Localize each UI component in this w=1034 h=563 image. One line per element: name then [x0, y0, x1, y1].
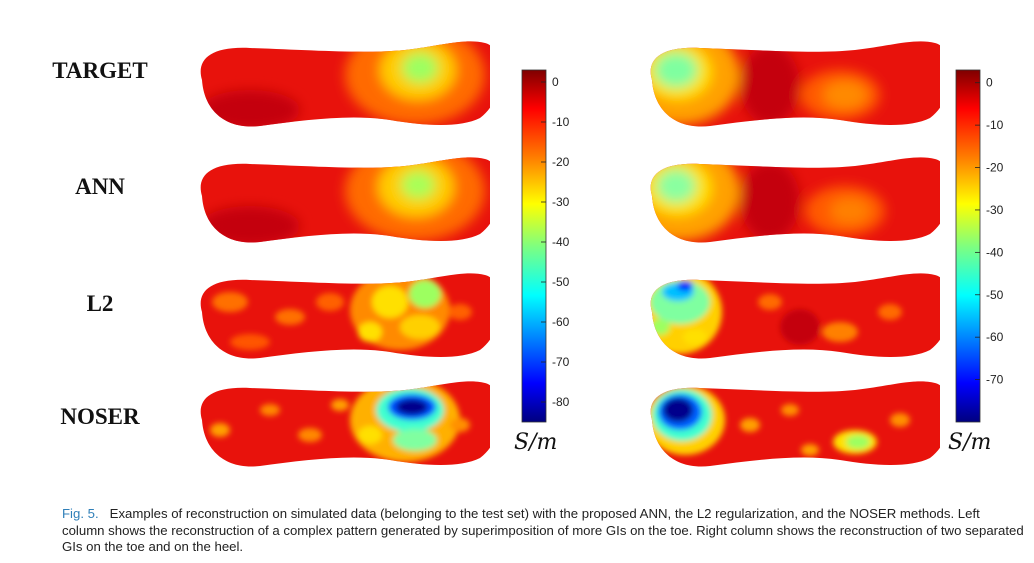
foot-map-ann-left [200, 157, 490, 243]
colorbar-right-tick-label: -30 [986, 203, 1004, 217]
colorbar-left-tick-label: -10 [552, 115, 570, 129]
caption-text: Examples of reconstruction on simulated … [62, 506, 1024, 554]
colorbar-left-tick-label: -50 [552, 275, 570, 289]
colorbar-right-unit: S/m [948, 430, 992, 455]
colorbar-right-tick-label: -70 [986, 373, 1004, 387]
colorbar-right-tick-label: -40 [986, 245, 1004, 259]
figure-label: Fig. 5. [62, 506, 99, 521]
colorbar-right-tick-label: -20 [986, 161, 1004, 175]
row-label-noser: NOSER [60, 404, 140, 429]
colorbar-left-tick-label: 0 [552, 75, 559, 89]
colorbar-left-tick-label: -80 [552, 395, 570, 409]
foot-map-ann-right [650, 157, 940, 243]
foot-map-target-left [200, 41, 490, 127]
colorbar-left-unit: S/m [514, 430, 558, 455]
figure-caption: Fig. 5. Examples of reconstruction on si… [62, 506, 1024, 556]
foot-map-l2-left [200, 273, 490, 359]
colorbar-left-tick-label: -70 [552, 355, 570, 369]
colorbar-left-tick-label: -20 [552, 155, 570, 169]
colorbar-right-tick-label: 0 [986, 76, 993, 90]
colorbar-right-tick-label: -10 [986, 118, 1004, 132]
colorbar-right: 0 -10 -20 -30 -40 -50 -60 -70 [955, 69, 1004, 423]
foot-map-l2-right [650, 273, 940, 359]
row-label-target: TARGET [52, 58, 148, 83]
colorbar-left-tick-label: -30 [552, 195, 570, 209]
colorbar-right-tick-label: -60 [986, 330, 1004, 344]
colorbar-left-tick-label: -40 [552, 235, 570, 249]
foot-map-target-right [650, 41, 940, 127]
colorbar-right-tick-label: -50 [986, 288, 1004, 302]
row-label-ann: ANN [75, 174, 125, 199]
colorbar-left-tick-label: -60 [552, 315, 570, 329]
foot-map-noser-left [200, 381, 490, 467]
foot-map-noser-right [650, 381, 940, 467]
colorbar-left: 0 -10 -20 -30 -40 -50 -60 -70 -80 [521, 69, 570, 423]
row-label-l2: L2 [86, 291, 114, 316]
